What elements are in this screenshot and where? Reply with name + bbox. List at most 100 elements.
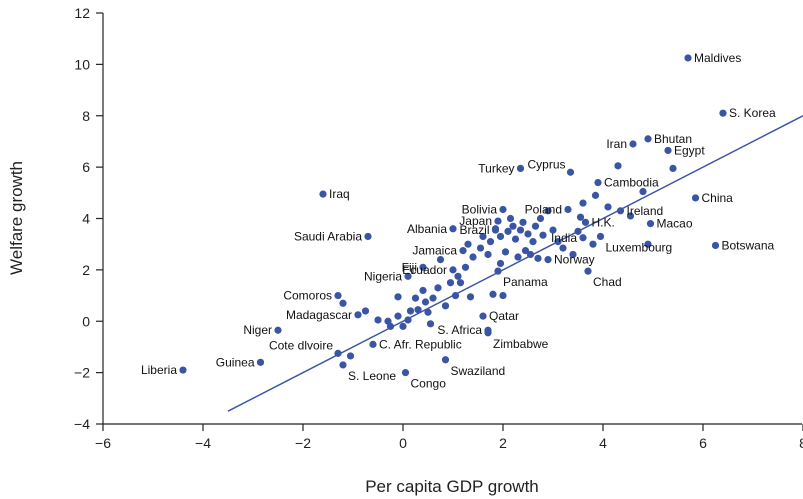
data-point (639, 187, 647, 196)
data-point (499, 205, 507, 214)
data-point (434, 284, 442, 292)
data-point (629, 140, 637, 148)
data-point (579, 234, 587, 242)
data-point (334, 291, 342, 300)
data-point (581, 218, 590, 226)
data-point (594, 178, 602, 187)
data-point (524, 230, 532, 238)
point-label: Nigeria (364, 269, 402, 283)
data-point (369, 340, 377, 348)
data-point (456, 279, 465, 287)
point-label: China (702, 191, 734, 205)
y-axis-title: Welfare growth (7, 161, 26, 275)
point-label: Congo (411, 377, 447, 391)
data-point (449, 225, 457, 233)
data-point (669, 164, 677, 173)
point-label: Cambodia (604, 176, 659, 190)
data-point (414, 306, 422, 314)
data-point (719, 109, 727, 117)
point-label: Panama (503, 275, 548, 289)
data-point (534, 254, 542, 262)
data-point (576, 213, 585, 221)
data-point (499, 291, 507, 300)
data-point (419, 286, 427, 295)
data-point (604, 203, 612, 211)
data-point (426, 320, 435, 328)
data-point (494, 217, 502, 225)
x-tick-label: 0 (399, 435, 407, 451)
data-point (386, 322, 395, 330)
data-point (591, 191, 600, 199)
data-point (504, 227, 512, 235)
data-point (421, 298, 430, 306)
point-label: Madagascar (286, 308, 352, 322)
data-point (596, 232, 605, 241)
data-point (589, 240, 597, 248)
data-point (484, 329, 492, 337)
point-label: Norway (554, 253, 595, 267)
data-point (521, 247, 530, 255)
x-tick-label: −4 (195, 435, 211, 451)
axes: −6 −4 −2 0 2 4 6 8 −4 −2 0 2 4 6 8 10 12 (74, 5, 803, 451)
data-point (691, 194, 700, 202)
y-tick-label: 6 (82, 159, 90, 175)
data-point (469, 253, 477, 261)
data-point (484, 250, 492, 259)
data-point (419, 263, 427, 271)
point-label: Bolivia (462, 203, 498, 217)
point-label: Albania (407, 222, 447, 236)
point-label: Swaziland (451, 364, 506, 378)
point-label: India (551, 231, 577, 245)
data-point (664, 146, 672, 155)
point-label: Botswana (722, 238, 775, 252)
data-point (441, 302, 450, 310)
data-point (429, 294, 437, 302)
data-point (711, 241, 720, 250)
data-point (479, 232, 487, 241)
data-point (554, 238, 562, 246)
data-point (544, 207, 552, 215)
data-point (614, 162, 622, 170)
data-points (179, 54, 727, 377)
data-point (684, 54, 692, 62)
data-point (509, 222, 517, 230)
y-tick-label: −2 (74, 365, 90, 381)
data-point (494, 267, 502, 275)
data-point (531, 222, 540, 230)
point-label: S. Africa (437, 323, 482, 337)
data-point (346, 352, 355, 360)
data-point (496, 232, 505, 241)
point-label: Maldives (694, 51, 741, 65)
data-point (399, 322, 407, 330)
y-tick-label: −4 (74, 416, 90, 432)
data-point (579, 199, 587, 207)
data-point (559, 244, 567, 252)
point-label: Bhutan (654, 132, 692, 146)
y-tick-label: 4 (82, 211, 90, 227)
data-point (564, 205, 572, 214)
point-label: Qatar (489, 309, 519, 323)
x-ticks: −6 −4 −2 0 2 4 6 8 (95, 424, 803, 451)
data-point (526, 250, 535, 259)
data-point (449, 266, 457, 274)
data-point (461, 263, 470, 271)
point-label: Egypt (674, 143, 705, 157)
data-point (334, 349, 342, 357)
data-point (411, 294, 420, 302)
point-label: Luxembourg (606, 240, 673, 254)
y-tick-label: 12 (74, 5, 90, 21)
data-point (491, 226, 500, 234)
data-point (424, 308, 432, 316)
data-point (519, 218, 527, 226)
data-point (404, 272, 412, 280)
data-point (569, 250, 577, 259)
data-point (529, 238, 537, 246)
data-point (566, 168, 575, 176)
point-label: Poland (525, 203, 562, 217)
data-point (536, 214, 545, 223)
x-tick-label: 8 (799, 435, 803, 451)
point-label: Iran (606, 137, 627, 151)
x-tick-label: −2 (295, 435, 311, 451)
